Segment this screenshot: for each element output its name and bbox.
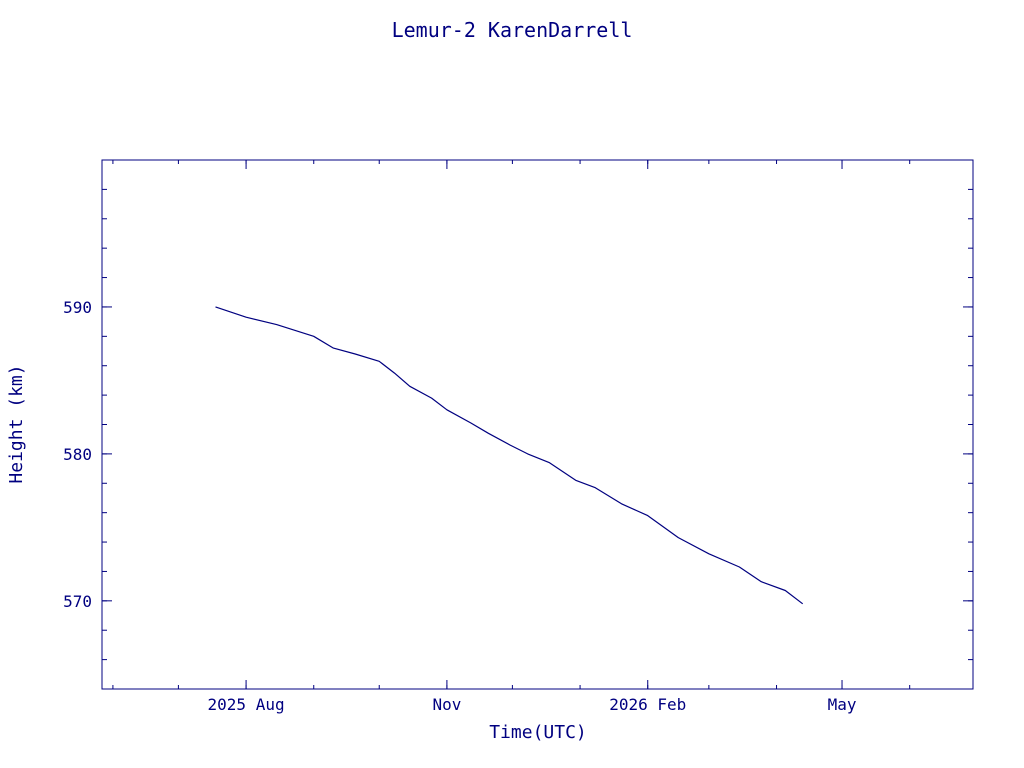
- y-tick-label: 590: [63, 298, 92, 317]
- plot-frame: [101, 159, 974, 690]
- x-tick-label: 2025 Aug: [208, 695, 285, 714]
- major-ticks: [102, 160, 973, 689]
- series-group: [215, 306, 804, 605]
- height-series-line: [215, 306, 804, 605]
- minor-ticks: [102, 159, 973, 690]
- chart-title: Lemur-2 KarenDarrell: [392, 18, 633, 42]
- x-tick-labels: 2025 Aug Nov 2026 Feb May: [208, 695, 857, 714]
- y-axis-label: Height (km): [6, 364, 27, 483]
- y-tick-label: 570: [63, 592, 92, 611]
- x-tick-label: Nov: [432, 695, 461, 714]
- y-tick-labels: 570 580 590: [63, 298, 92, 611]
- x-axis-label: Time(UTC): [489, 722, 587, 743]
- x-tick-label: May: [828, 695, 857, 714]
- y-tick-label: 580: [63, 445, 92, 464]
- x-tick-label: 2026 Feb: [609, 695, 686, 714]
